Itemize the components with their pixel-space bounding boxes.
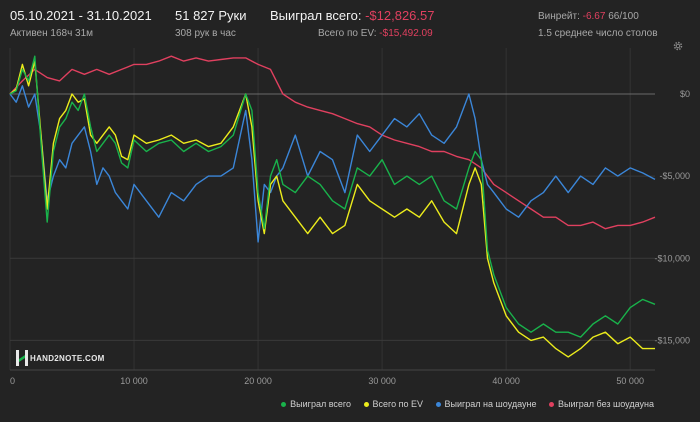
y-tick-label: -$5,000 — [659, 171, 690, 181]
winnings-chart: $0 -$5,000 -$10,000 -$15,000 0 10 000 20 000 3… — [9, 48, 690, 386]
winrate-label: Винрейт: — [538, 11, 580, 22]
date-range: 05.10.2021 - 31.10.2021 — [10, 8, 152, 23]
chart-series — [9, 55, 656, 358]
legend-label-showdown: Выиграл на шоудауне — [444, 399, 537, 409]
legend-item-nonshowdown[interactable]: Выиграл без шоудауна — [549, 399, 654, 409]
won-total-value: -$12,826.57 — [365, 8, 435, 23]
legend-dot-ev — [363, 402, 369, 408]
winrate: Винрейт: -6.67 66/100 — [538, 11, 639, 22]
gear-icon[interactable] — [672, 40, 684, 52]
ev-total-label: Всего по EV: — [318, 28, 377, 39]
x-tick-label: 10 000 — [120, 376, 148, 386]
legend-item-won[interactable]: Выиграл всего — [281, 399, 351, 409]
x-tick-label: 50 000 — [616, 376, 644, 386]
legend-label-nonshowdown: Выиграл без шоудауна — [558, 399, 654, 409]
x-tick-label: 20 000 — [244, 376, 272, 386]
ev-total: Всего по EV: -$15,492.09 — [318, 28, 433, 39]
won-total-label: Выиграл всего: — [270, 8, 362, 23]
y-tick-label: $0 — [680, 89, 690, 99]
legend-label-won: Выиграл всего — [290, 399, 351, 409]
hands-count: 51 827 Руки — [175, 8, 247, 23]
chart-legend: Выиграл всего Всего по EV Выиграл на шоу… — [271, 399, 654, 409]
y-axis: $0 -$5,000 -$10,000 -$15,000 — [654, 89, 690, 345]
y-tick-label: -$10,000 — [654, 253, 690, 263]
legend-dot-nonshowdown — [549, 402, 554, 408]
logo-mark-icon — [16, 350, 28, 366]
chart-grid — [9, 48, 655, 371]
series-line-nonshowdown — [9, 55, 656, 230]
legend-dot-won — [281, 402, 287, 408]
stats-header: 05.10.2021 - 31.10.2021 Активен 168ч 31м… — [0, 0, 700, 48]
avg-tables: 1.5 среднее число столов — [538, 28, 658, 39]
legend-item-ev[interactable]: Всего по EV — [363, 399, 423, 409]
ev-total-value: -$15,492.09 — [379, 28, 433, 39]
x-tick-label: 0 — [10, 376, 15, 386]
x-tick-label: 30 000 — [368, 376, 396, 386]
x-tick-label: 40 000 — [492, 376, 520, 386]
legend-label-ev: Всего по EV — [372, 399, 423, 409]
series-line-ev — [9, 60, 655, 358]
active-time: Активен 168ч 31м — [10, 28, 94, 39]
winrate-value: -6.67 — [582, 11, 606, 22]
legend-dot-showdown — [435, 402, 441, 408]
series-line-won — [9, 55, 656, 338]
logo-text: HAND2NOTE.COM — [30, 354, 105, 363]
x-axis: 0 10 000 20 000 30 000 40 000 50 000 — [10, 376, 644, 386]
hands-per-hour: 308 рук в час — [175, 28, 236, 39]
winrate-count: 66/100 — [608, 11, 639, 22]
legend-item-showdown[interactable]: Выиграл на шоудауне — [435, 399, 537, 409]
won-total: Выиграл всего: -$12,826.57 — [270, 8, 435, 23]
y-tick-label: -$15,000 — [654, 335, 690, 345]
